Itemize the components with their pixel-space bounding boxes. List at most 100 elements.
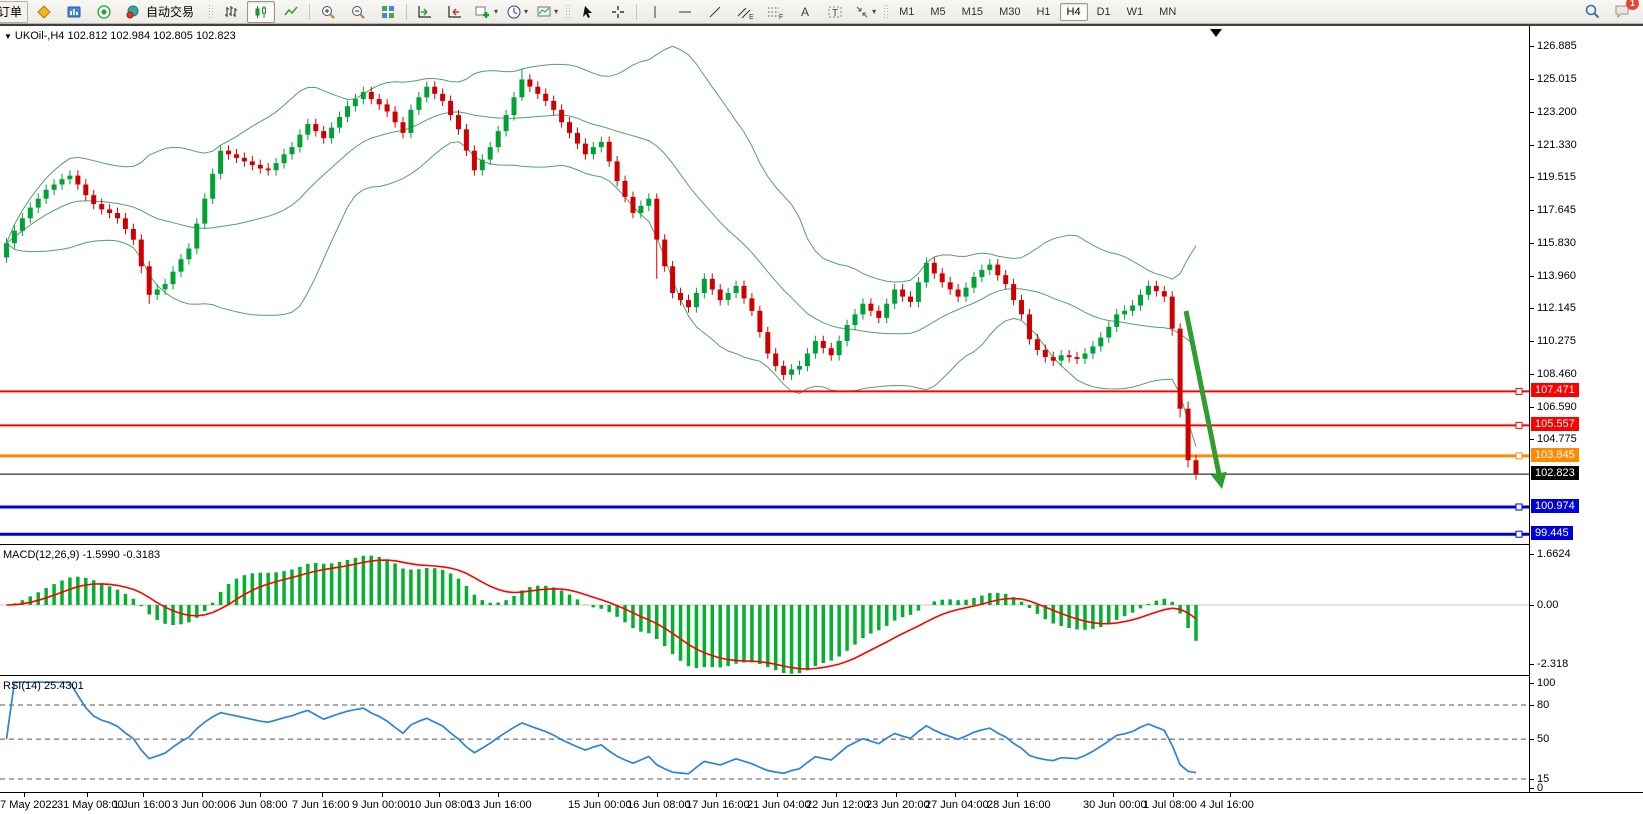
- candlestick-chart[interactable]: [0, 27, 1529, 544]
- zoom-out-button[interactable]: [344, 1, 372, 23]
- timeframe-D1[interactable]: D1: [1096, 5, 1111, 18]
- time-axis[interactable]: 27 May 2022 31 May 08:00 1 Jun 16:00 3 Jun …: [0, 792, 1643, 814]
- chart-shift-marker-icon[interactable]: [1210, 29, 1222, 37]
- level-handle[interactable]: [1515, 503, 1523, 511]
- candle-body: [424, 86, 430, 98]
- candle-body: [99, 204, 105, 210]
- timeframe-H1[interactable]: H1: [1036, 5, 1051, 18]
- toolbar-grip: [883, 3, 889, 20]
- level-handle[interactable]: [1515, 452, 1523, 460]
- level-handle[interactable]: [1515, 387, 1523, 395]
- chevron-down-icon: ▾: [494, 7, 499, 16]
- candle-body: [440, 93, 446, 101]
- chart-shift-button[interactable]: [441, 1, 469, 23]
- candle-body: [979, 269, 985, 277]
- timeframe-MN[interactable]: MN: [1159, 5, 1177, 18]
- candle-body: [83, 184, 89, 196]
- candle-body: [781, 366, 787, 375]
- level-handle[interactable]: [1515, 421, 1523, 429]
- chat-button[interactable]: 1: [1608, 0, 1639, 22]
- chevron-down-icon: ▾: [872, 7, 877, 16]
- candle-body: [844, 325, 850, 341]
- price-axis-tick: [1530, 79, 1534, 81]
- macd-axis-tick: [1530, 664, 1534, 666]
- macd-chart[interactable]: [0, 547, 1529, 675]
- rsi-axis-label: 50: [1537, 733, 1550, 746]
- time-axis-label: 15 Jun 00:00: [568, 799, 632, 811]
- price-axis-tick: [1530, 111, 1534, 113]
- time-axis-tick: [87, 793, 88, 797]
- equidistant-channel-button[interactable]: E: [731, 1, 759, 23]
- cursor-button[interactable]: [574, 1, 602, 23]
- candlestick-chart-button[interactable]: [247, 0, 276, 23]
- auto-scroll-button[interactable]: [411, 1, 439, 23]
- horizontal-line-button[interactable]: [671, 1, 699, 23]
- candle-body: [162, 284, 168, 290]
- candle-body: [923, 262, 929, 283]
- time-axis-tick: [1017, 793, 1018, 797]
- chat-badge: 1: [1626, 0, 1639, 10]
- candle-body: [265, 168, 271, 171]
- time-axis-tick: [498, 793, 499, 797]
- new-chart-button[interactable]: ▾: [471, 1, 501, 23]
- price-axis-label: 121.330: [1537, 138, 1577, 151]
- auto-trading-button[interactable]: 自动交易: [120, 1, 204, 23]
- zoom-in-button[interactable]: [314, 1, 342, 23]
- rsi-pane[interactable]: RSI(14) 25.4301: [0, 678, 1529, 792]
- timeframe-M5[interactable]: M5: [930, 5, 946, 18]
- candle-body: [11, 230, 17, 244]
- candle-body: [329, 127, 335, 139]
- projection-arrow[interactable]: [1183, 310, 1222, 474]
- signal-icon[interactable]: [90, 1, 118, 23]
- vertical-line-button[interactable]: [641, 1, 669, 23]
- text-label-button[interactable]: T: [821, 1, 849, 23]
- line-chart-button[interactable]: [277, 1, 305, 23]
- candle-body: [1082, 353, 1088, 359]
- macd-signal-line: [6, 559, 1197, 670]
- level-handle[interactable]: [1515, 530, 1523, 538]
- arrows-button[interactable]: ▾: [851, 1, 879, 23]
- periods-button[interactable]: ▾: [503, 1, 531, 23]
- timeframe-M15[interactable]: M15: [961, 5, 984, 18]
- macd-pane[interactable]: MACD(12,26,9) -1.5990 -0.3183: [0, 547, 1529, 675]
- macd-axis-label: 0.00: [1537, 599, 1559, 611]
- candle-body: [1090, 346, 1096, 354]
- candle-body: [670, 266, 676, 293]
- templates-button[interactable]: ▾: [533, 1, 561, 23]
- candle-body: [1177, 328, 1183, 409]
- orders-button[interactable]: 订单: [0, 0, 29, 23]
- candle-body: [543, 93, 549, 101]
- tile-windows-button[interactable]: [374, 1, 402, 23]
- candle-body: [567, 122, 572, 133]
- candle-body: [479, 159, 485, 171]
- time-axis-label: 31 May 08:00: [57, 799, 124, 811]
- gold-icon[interactable]: [30, 1, 58, 23]
- timeframe-W1[interactable]: W1: [1126, 5, 1144, 18]
- candle-body: [686, 300, 691, 308]
- price-axis[interactable]: 126.885 125.015 123.200 121.330 119.515 117.6…: [1529, 26, 1643, 794]
- price-chart-pane[interactable]: ▼ UKOil-,H4 102.812 102.984 102.805 102.8…: [0, 27, 1529, 544]
- time-axis-label: 17 Jun 16:00: [686, 799, 750, 811]
- projection-arrow-head[interactable]: [1210, 471, 1227, 489]
- timeframe-M30[interactable]: M30: [999, 5, 1021, 18]
- bar-chart-button[interactable]: [217, 1, 245, 23]
- candle-body: [138, 239, 144, 267]
- fibonacci-button[interactable]: F: [761, 1, 789, 23]
- timeframe-H4[interactable]: H4: [1059, 2, 1088, 21]
- chart-menu-icon[interactable]: ▼: [4, 32, 12, 41]
- candle-body: [273, 163, 279, 171]
- timeframe-M1[interactable]: M1: [899, 5, 915, 18]
- candle-body: [527, 79, 533, 87]
- candle-body: [915, 282, 921, 302]
- trendline-button[interactable]: [701, 1, 729, 23]
- time-axis-tick: [382, 793, 383, 797]
- rsi-axis-tick: [1530, 705, 1534, 706]
- crosshair-button[interactable]: [604, 1, 632, 23]
- rsi-chart[interactable]: [0, 678, 1529, 792]
- search-icon[interactable]: [1578, 0, 1606, 22]
- time-axis-label: 1 Jul 08:00: [1143, 799, 1197, 811]
- time-axis-label: 13 Jun 16:00: [468, 799, 532, 811]
- text-button[interactable]: A: [791, 1, 819, 23]
- candle-body: [313, 124, 319, 132]
- chart-window-icon[interactable]: [60, 1, 88, 23]
